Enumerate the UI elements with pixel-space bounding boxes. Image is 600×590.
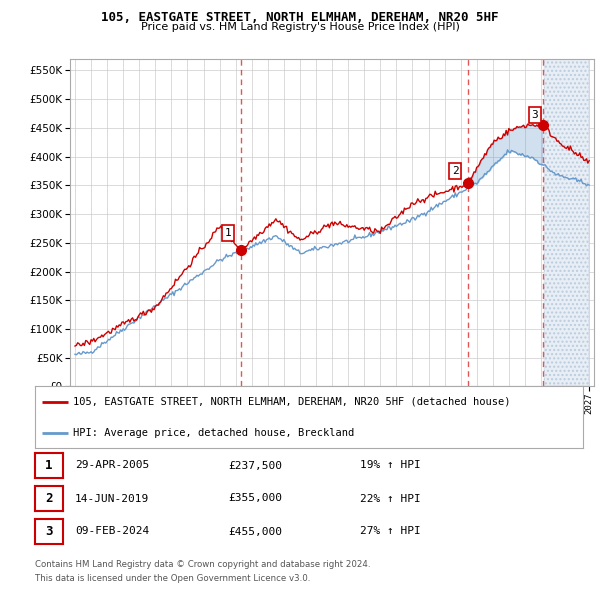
Text: 3: 3	[532, 110, 538, 120]
Text: 14-JUN-2019: 14-JUN-2019	[75, 493, 149, 503]
Text: This data is licensed under the Open Government Licence v3.0.: This data is licensed under the Open Gov…	[35, 574, 310, 583]
Text: 105, EASTGATE STREET, NORTH ELMHAM, DEREHAM, NR20 5HF (detached house): 105, EASTGATE STREET, NORTH ELMHAM, DERE…	[73, 396, 511, 407]
Text: HPI: Average price, detached house, Breckland: HPI: Average price, detached house, Brec…	[73, 428, 355, 438]
Text: Price paid vs. HM Land Registry's House Price Index (HPI): Price paid vs. HM Land Registry's House …	[140, 22, 460, 32]
Text: 29-APR-2005: 29-APR-2005	[75, 461, 149, 470]
Text: 2: 2	[45, 492, 53, 505]
Text: 27% ↑ HPI: 27% ↑ HPI	[360, 526, 421, 536]
Text: £355,000: £355,000	[228, 493, 282, 503]
Text: 1: 1	[45, 459, 53, 472]
Text: 09-FEB-2024: 09-FEB-2024	[75, 526, 149, 536]
Text: 1: 1	[225, 228, 232, 238]
Text: 19% ↑ HPI: 19% ↑ HPI	[360, 461, 421, 470]
Text: £455,000: £455,000	[228, 526, 282, 536]
Text: 105, EASTGATE STREET, NORTH ELMHAM, DEREHAM, NR20 5HF: 105, EASTGATE STREET, NORTH ELMHAM, DERE…	[101, 11, 499, 24]
Text: 2: 2	[452, 166, 458, 176]
Text: 22% ↑ HPI: 22% ↑ HPI	[360, 493, 421, 503]
Text: Contains HM Land Registry data © Crown copyright and database right 2024.: Contains HM Land Registry data © Crown c…	[35, 560, 371, 569]
Text: £237,500: £237,500	[228, 461, 282, 470]
Text: 3: 3	[45, 525, 53, 538]
